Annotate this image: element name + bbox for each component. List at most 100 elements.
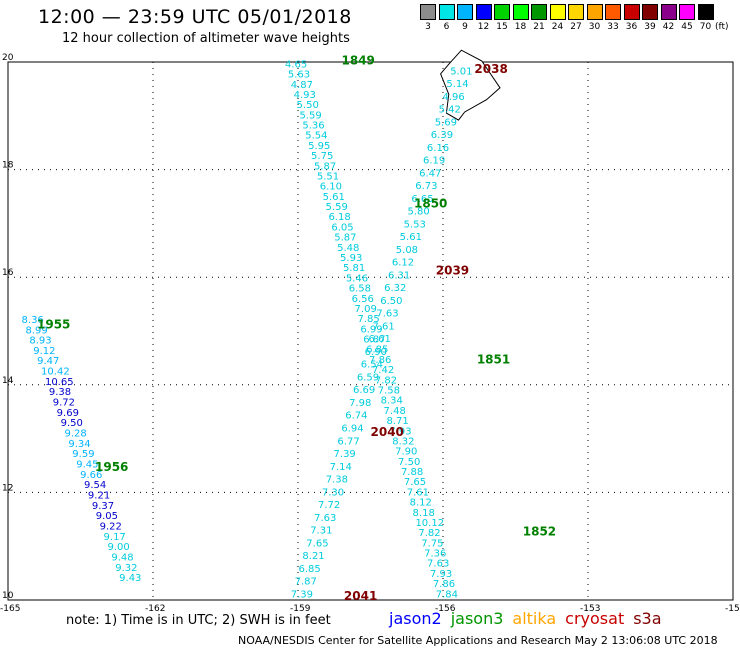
wave-height-value: 9.38 [49,387,71,398]
legend-jason3: jason3 [450,609,504,628]
wave-height-value: 10.42 [41,367,70,378]
wave-height-value: 5.08 [396,245,418,256]
map-frame [7,61,734,601]
wave-height-value: 5.46 [346,273,368,284]
pass-time-label: 2040 [371,425,404,439]
wave-height-value: 9.72 [53,398,75,409]
y-tick-label: 20 [2,53,14,63]
wave-height-value: 6.50 [380,296,402,307]
wave-height-value: 6.39 [431,130,453,141]
wave-height-value: 7.90 [395,447,417,458]
pass-time-label: 1849 [342,54,375,68]
y-tick-label: 18 [2,161,14,171]
wave-height-value: 8.93 [29,336,51,347]
wave-height-value: 7.48 [384,406,406,417]
color-scale-label: 27 [570,22,582,32]
wave-height-value: 9.28 [64,429,86,440]
color-scale-label: 30 [588,22,601,32]
wave-height-value: 7.61 [407,487,429,498]
wave-height-value: 5.54 [305,131,327,142]
color-swatch [531,4,547,20]
wave-height-value: 8.32 [392,436,414,447]
wave-height-value: 9.43 [119,573,141,584]
wave-height-value: 7.86 [433,579,455,590]
wave-height-value: 6.65 [411,194,433,205]
wave-height-value: 7.50 [398,457,420,468]
wave-height-color-scale: (ft) 3 6 9 12 15 18 21 24 27 30 33 36 39 42 45 70 [420,4,730,38]
wave-height-value: 9.45 [76,460,98,471]
wave-height-value: 6.18 [328,212,350,223]
x-tick-label: -150 [725,604,740,614]
color-scale-label: 15 [496,22,508,32]
wave-height-value: 8.99 [25,325,47,336]
color-scale-label: 39 [644,22,656,32]
wave-height-value: 5.36 [302,121,324,132]
color-swatch [568,4,584,20]
wave-height-value: 7.98 [349,398,371,409]
wave-height-value: 7.72 [318,500,340,511]
color-swatch [420,4,436,20]
wave-height-value: 9.48 [111,553,133,564]
wave-height-value: 7.63 [427,559,449,570]
wave-height-value: 6.85 [366,345,388,356]
wave-height-value: 8.71 [386,416,408,427]
pass-time-label: 1850 [414,196,447,210]
wave-height-value: 6.74 [345,411,367,422]
wave-height-value: 6.47 [419,168,441,179]
color-swatch [586,4,603,20]
wave-height-value: 7.75 [421,538,443,549]
pass-time-label: 1852 [523,524,556,538]
x-tick-label: -156 [435,604,456,614]
pass-time-label: 1956 [95,460,128,474]
credit-footer: NOAA/NESDIS Center for Satellite Applica… [238,634,718,647]
wave-height-value: 6.69 [353,385,375,396]
color-scale-label: 33 [607,22,619,32]
wave-height-value: 9.12 [33,346,55,357]
y-tick-label: 16 [2,268,14,278]
wave-height-value: 7.93 [389,426,411,437]
wave-height-value: 5.42 [439,105,461,116]
color-swatch [475,4,492,20]
legend-jason2: jason2 [389,609,442,628]
wave-height-value: 7.82 [418,528,440,539]
y-tick-label: 14 [2,376,14,386]
wave-height-value: 7.61 [372,321,394,332]
wave-height-value: 5.59 [326,202,348,213]
page-subtitle: 12 hour collection of altimeter wave hei… [62,31,350,46]
color-scale-label: 18 [514,22,527,32]
color-scale-label: 45 [681,22,693,32]
hawaii-island-outline [440,49,501,121]
wave-height-value: 6.77 [337,436,359,447]
y-tick-label: 10 [2,591,14,601]
wave-height-value: 5.61 [323,192,345,203]
wave-height-value: 5.93 [340,253,362,264]
wave-height-value: 7.63 [376,309,398,320]
wave-height-value: 9.66 [80,470,102,481]
wave-height-value: 10.12 [415,518,444,529]
wave-height-value: 7.87 [295,577,317,588]
wave-height-value: 7.36 [424,549,446,560]
wave-height-value: 8.12 [410,498,432,509]
wave-height-value: 6.85 [299,564,321,575]
color-swatch [623,4,640,20]
wave-height-value: 9.34 [68,439,90,450]
wave-height-value: 6.19 [423,156,445,167]
pass-time-label: 1851 [477,352,510,366]
footnote: note: 1) Time is in UTC; 2) SWH is in fe… [66,613,331,628]
wave-height-value: 7.14 [330,462,352,473]
x-tick-label: -153 [580,604,600,614]
color-scale-label: 6 [443,22,450,32]
wave-height-value: 6.87 [363,335,385,346]
wave-height-value: 7.30 [322,487,344,498]
color-swatch [605,4,621,20]
wave-height-value: 7.38 [326,475,348,486]
color-scale-label: 36 [625,22,638,32]
wave-height-value: 7.31 [310,526,332,537]
wave-height-value: 9.37 [92,501,114,512]
pass-time-label: 2039 [436,264,469,278]
wave-height-value: 7.65 [404,477,426,488]
wave-height-value: 9.69 [57,408,79,419]
wave-height-value: 7.39 [334,449,356,460]
legend-altika: altika [512,609,557,628]
wave-height-value: 5.51 [317,171,339,182]
